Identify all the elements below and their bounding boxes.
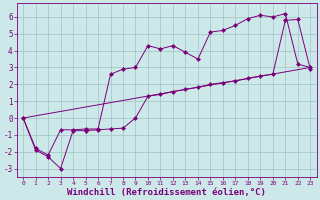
X-axis label: Windchill (Refroidissement éolien,°C): Windchill (Refroidissement éolien,°C) <box>67 188 266 197</box>
